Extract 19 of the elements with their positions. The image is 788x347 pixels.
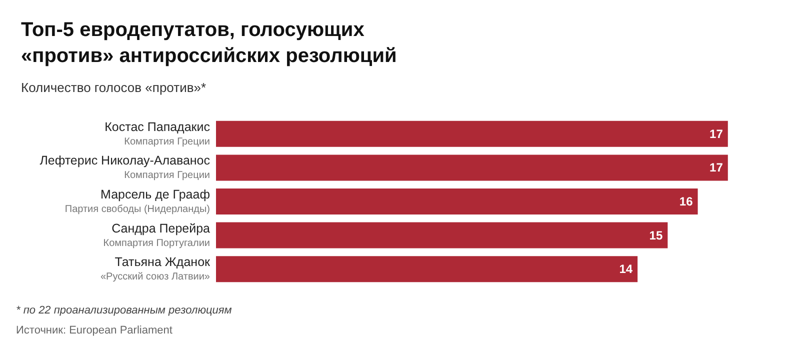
data-label: 14 — [619, 262, 633, 276]
chart-subtitle: Количество голосов «против»* — [21, 80, 206, 95]
y-tick-label: Татьяна Жданок «Русский союз Латвии» — [100, 255, 211, 283]
y-tick-label: Марсель де Грааф Партия свободы (Нидерланды) — [64, 188, 210, 215]
data-label: 17 — [710, 126, 724, 141]
y-tick-label: Лефтерис Николау-Алаванос Компартия Греции — [40, 154, 210, 182]
y-tick-label: Сандра Перейра Компартия Португалии — [103, 221, 210, 249]
text: Источник: European Parliament — [16, 324, 172, 336]
data-label: 16 — [679, 194, 694, 208]
y-tick-label: Костас Пападакис Компартия Греции — [104, 120, 210, 148]
bar — [216, 256, 638, 282]
bar — [216, 222, 668, 248]
bar — [216, 154, 728, 181]
data-label: 17 — [710, 160, 724, 175]
bar — [216, 120, 728, 147]
chart-title: Топ-5 евродепутатов, голосующих «против» антироссийских резолюций — [21, 19, 397, 67]
bar — [216, 188, 698, 214]
text: * по 22 проанализированным резолюциям — [16, 304, 232, 316]
data-label: 15 — [649, 228, 663, 242]
